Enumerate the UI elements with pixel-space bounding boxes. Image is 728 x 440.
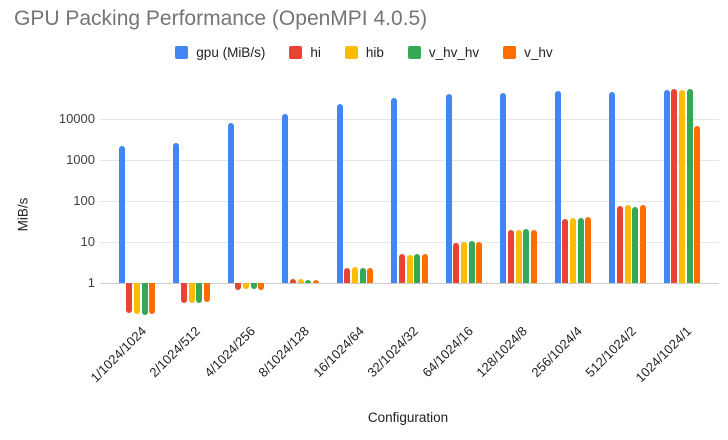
legend: gpu (MiB/s) hi hib v_hv_hv v_hv: [0, 45, 728, 60]
bar-v-hv-8-1024-128[interactable]: [312, 279, 319, 283]
bar-v-hv-1-1024-1024[interactable]: [149, 283, 156, 314]
bar-hib-32-1024-32[interactable]: [406, 255, 413, 283]
x-tick-label: 4/1024/256: [201, 323, 258, 380]
bar-gpu-mib-s-512-1024-2[interactable]: [609, 92, 616, 283]
bar-hib-256-1024-4[interactable]: [570, 218, 576, 283]
bar-v-hv-hv-1024-1024-1[interactable]: [686, 88, 693, 283]
bar-hib-128-1024-8[interactable]: [515, 229, 522, 283]
bar-v-hv-hv-1-1024-1024[interactable]: [141, 283, 148, 315]
x-axis-title: Configuration: [367, 410, 449, 425]
legend-swatch-icon: [344, 46, 358, 59]
bar-v-hv-hv-256-1024-4[interactable]: [577, 218, 584, 283]
bar-v-hv-32-1024-32[interactable]: [421, 254, 428, 283]
bar-v-hv-hv-128-1024-8[interactable]: [523, 228, 530, 283]
legend-label: hib: [365, 45, 384, 60]
legend-label: hi: [310, 45, 321, 60]
bar-hib-8-1024-128[interactable]: [297, 279, 304, 283]
y-axis-title: MiB/s: [15, 197, 31, 232]
bar-v-hv-16-1024-64[interactable]: [367, 267, 374, 283]
legend-label: v_hv: [524, 45, 553, 60]
bar-v-hv-4-1024-256[interactable]: [258, 283, 265, 290]
bar-v-hv-hv-4-1024-256[interactable]: [250, 283, 257, 289]
bar-gpu-mib-s-1-1024-1024[interactable]: [118, 145, 125, 283]
bar-hi-16-1024-64[interactable]: [344, 268, 351, 283]
gridline: [100, 283, 719, 284]
x-tick-label: 512/1024/2: [582, 323, 640, 380]
bar-hi-8-1024-128[interactable]: [289, 279, 296, 283]
bar-hib-512-1024-2[interactable]: [624, 204, 631, 283]
bar-v-hv-hv-32-1024-32[interactable]: [414, 254, 421, 283]
x-tick-label: 128/1024/8: [473, 323, 531, 380]
bar-v-hv-hv-16-1024-64[interactable]: [359, 268, 366, 283]
x-tick-label: 16/1024/64: [310, 323, 367, 380]
bar-v-hv-1024-1024-1[interactable]: [694, 126, 701, 283]
y-tick-label: 100: [73, 193, 95, 208]
bar-hi-1024-1024-1[interactable]: [671, 88, 678, 283]
legend-label: v_hv_hv: [428, 45, 480, 60]
legend-item-hi: hi: [289, 45, 321, 60]
x-tick-label: 64/1024/16: [419, 323, 476, 380]
x-tick-label: 1/1024/1024: [87, 323, 149, 386]
bar-hi-64-1024-16[interactable]: [453, 242, 460, 283]
bar-hi-32-1024-32[interactable]: [398, 254, 405, 283]
legend-item-gpu-mib-s: gpu (MiB/s): [175, 45, 265, 60]
x-tick-label: 256/1024/4: [528, 323, 585, 380]
bar-gpu-mib-s-32-1024-32[interactable]: [391, 97, 398, 283]
legend-item-v-hv-hv: v_hv_hv: [407, 45, 480, 60]
y-tick-label: 1: [87, 275, 95, 290]
y-tick-label: 10000: [58, 111, 95, 126]
gridline: [100, 242, 719, 243]
bar-gpu-mib-s-16-1024-64[interactable]: [336, 104, 343, 283]
gridline: [100, 160, 719, 161]
bar-hib-4-1024-256[interactable]: [243, 283, 249, 290]
bar-gpu-mib-s-128-1024-8[interactable]: [500, 92, 507, 283]
bar-gpu-mib-s-256-1024-4[interactable]: [554, 91, 561, 283]
bar-hib-16-1024-64[interactable]: [352, 267, 358, 283]
bar-gpu-mib-s-2-1024-512[interactable]: [173, 142, 180, 283]
x-tick-label: 8/1024/128: [255, 323, 313, 380]
legend-item-v-hv: v_hv: [503, 45, 553, 60]
y-tick-label: 1000: [66, 152, 95, 167]
legend-label: gpu (MiB/s): [196, 45, 266, 60]
bar-hi-1-1024-1024[interactable]: [126, 283, 133, 313]
x-tick-label: 32/1024/32: [364, 323, 422, 380]
bar-v-hv-64-1024-16[interactable]: [476, 242, 483, 283]
gridline: [100, 119, 719, 120]
legend-item-hib: hib: [344, 45, 384, 60]
bar-v-hv-hv-2-1024-512[interactable]: [196, 283, 203, 303]
gridline: [100, 201, 719, 202]
bar-hi-512-1024-2[interactable]: [616, 206, 623, 283]
chart-title: GPU Packing Performance (OpenMPI 4.0.5): [14, 7, 428, 30]
x-tick-label: 2/1024/512: [146, 323, 204, 380]
legend-swatch-icon: [503, 46, 517, 59]
bar-v-hv-2-1024-512[interactable]: [203, 283, 210, 303]
legend-swatch-icon: [289, 46, 303, 59]
bar-hi-4-1024-256[interactable]: [235, 283, 242, 290]
bar-v-hv-hv-512-1024-2[interactable]: [632, 206, 639, 283]
bar-v-hv-hv-64-1024-16[interactable]: [468, 241, 475, 283]
bar-hib-1-1024-1024[interactable]: [134, 283, 140, 314]
bar-gpu-mib-s-64-1024-16[interactable]: [445, 93, 452, 283]
bar-gpu-mib-s-1024-1024-1[interactable]: [663, 89, 670, 283]
legend-swatch-icon: [407, 46, 421, 59]
bar-v-hv-512-1024-2[interactable]: [639, 205, 646, 283]
legend-swatch-icon: [175, 46, 189, 59]
bar-hi-256-1024-4[interactable]: [562, 218, 569, 283]
bar-hib-64-1024-16[interactable]: [461, 242, 467, 283]
bar-hib-2-1024-512[interactable]: [188, 283, 195, 303]
bar-hi-128-1024-8[interactable]: [507, 229, 514, 283]
bar-hi-2-1024-512[interactable]: [180, 283, 187, 303]
bar-gpu-mib-s-4-1024-256[interactable]: [227, 122, 234, 283]
y-tick-label: 10: [80, 234, 95, 249]
bar-hib-1024-1024-1[interactable]: [679, 89, 685, 283]
bar-gpu-mib-s-8-1024-128[interactable]: [282, 114, 289, 283]
bar-v-hv-128-1024-8[interactable]: [530, 229, 537, 283]
x-tick-label: 1024/1024/1: [632, 323, 694, 386]
bar-v-hv-hv-8-1024-128[interactable]: [305, 279, 312, 283]
bar-v-hv-256-1024-4[interactable]: [585, 217, 592, 283]
